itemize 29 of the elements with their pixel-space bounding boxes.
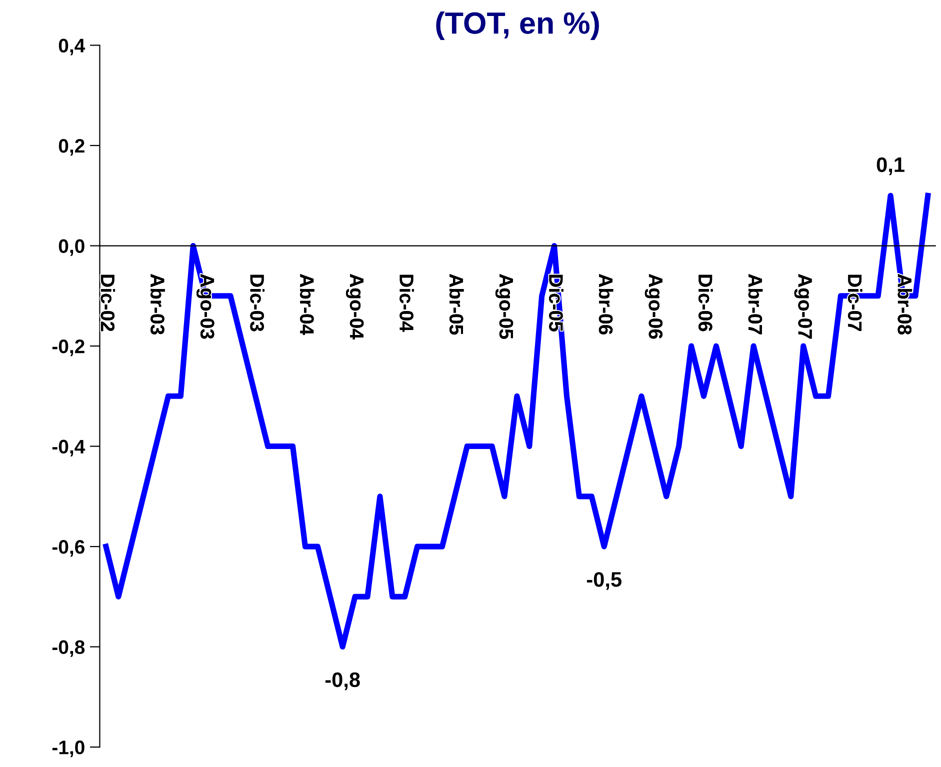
x-tick-label: Ago-06	[644, 274, 663, 339]
x-tick-label: Dic-02	[100, 274, 116, 332]
x-tick-label: Abr-04	[300, 274, 314, 336]
x-tick-label: Abr-06	[598, 274, 614, 334]
y-tick-label: 0,0	[58, 239, 84, 256]
chart-title: (TOT, en %)	[436, 12, 599, 40]
x-tick-label: Dic-05	[549, 274, 564, 332]
x-tick-label: Dic-07	[848, 274, 862, 332]
y-tick-label: 0,2	[58, 138, 84, 156]
y-tick-label: -0,6	[52, 540, 84, 557]
data-label: 0,1	[876, 157, 904, 176]
x-tick-label: Abr-07	[748, 274, 763, 334]
x-tick-label: Dic-04	[400, 274, 414, 332]
y-tick-label: -0,8	[52, 640, 85, 657]
annotation: -0,5	[586, 572, 622, 590]
y-tick-label: -1,0	[52, 740, 84, 758]
x-tick-label: Abr-08	[898, 274, 912, 335]
y-tick-label: -0,4	[52, 440, 86, 456]
data-label: -0,8	[325, 672, 360, 690]
x-tick-label: Ago-07	[794, 274, 812, 339]
x-tick-label: Dic-03	[250, 274, 264, 332]
y-tick-label: 0,4	[58, 38, 86, 56]
y-tick-label: -0,2	[52, 339, 84, 356]
x-tick-label: Ago-03	[196, 274, 214, 339]
x-tick-label: Dic-06	[698, 274, 713, 332]
x-tick-label: Ago-04	[346, 274, 364, 340]
x-tick-label: Abr-03	[150, 274, 165, 334]
x-tick-label: Abr-05	[449, 274, 464, 335]
x-tick-label: Ago-05	[495, 274, 514, 339]
